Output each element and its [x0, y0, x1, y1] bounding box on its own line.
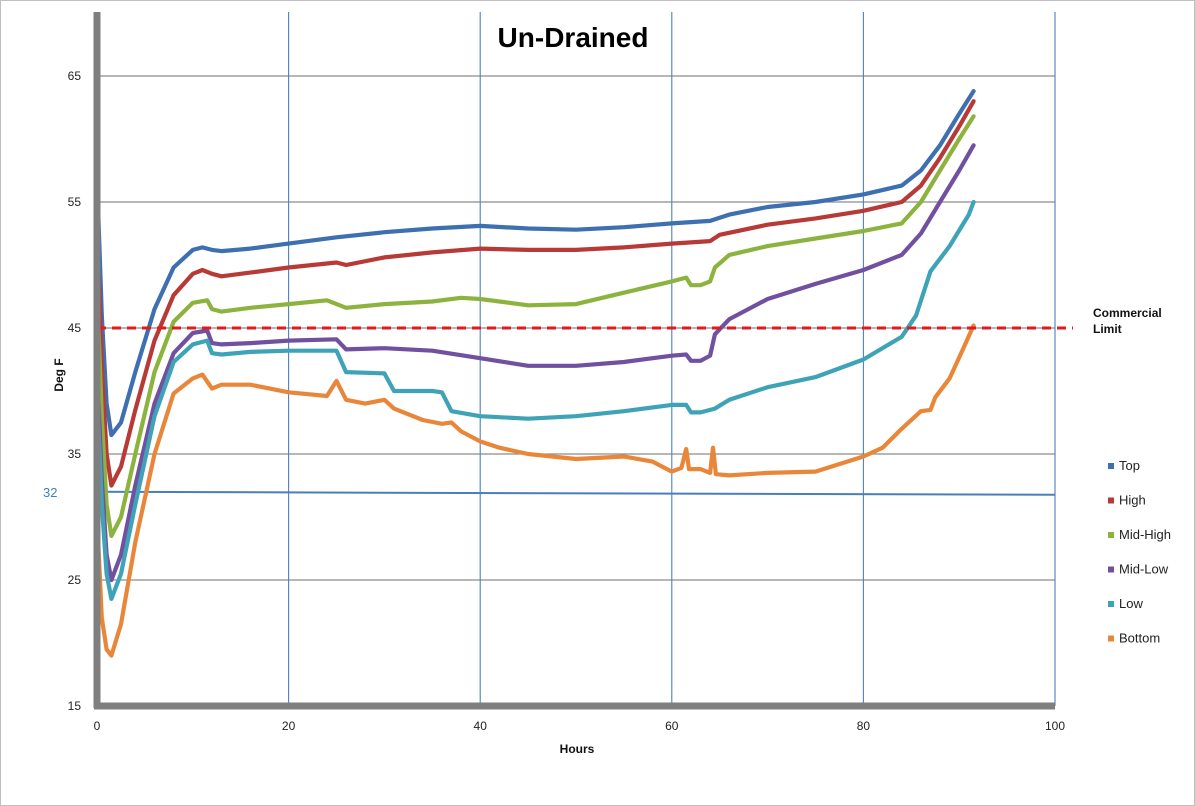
series-lines [94, 89, 1073, 658]
series-line-top [94, 89, 976, 438]
legend-label-mid-low: Mid-Low [1119, 562, 1169, 577]
y-tick-label: 35 [68, 447, 82, 461]
legend-label-bottom: Bottom [1119, 631, 1160, 646]
legend-marker-high [1108, 497, 1114, 504]
y-tick-label: 45 [68, 321, 82, 335]
series-line-bottom [94, 323, 976, 658]
y-axis-title: Deg F [52, 358, 66, 391]
commercial-limit-label-line1: Commercial [1093, 306, 1162, 320]
legend-marker-mid-high [1108, 532, 1114, 538]
legend-label-top: Top [1119, 458, 1140, 473]
series-line-low [94, 199, 976, 601]
x-tick-label: 40 [474, 719, 488, 733]
grid [97, 12, 1056, 706]
legend-marker-top [1108, 463, 1114, 469]
legend-marker-bottom [1108, 635, 1114, 642]
legend-label-low: Low [1119, 596, 1143, 611]
axes: 15 25 35 45 55 65 0 20 40 60 80 100 [68, 12, 1065, 733]
y-tick-label: 55 [68, 195, 82, 209]
series-line-mid-high [94, 114, 976, 538]
y-tick-label: 25 [68, 573, 82, 587]
x-tick-label: 100 [1045, 719, 1065, 733]
legend-label-mid-high: Mid-High [1119, 527, 1171, 542]
x-axis-title: Hours [560, 742, 595, 756]
legend-marker-mid-low [1108, 566, 1114, 573]
chart-title: Un-Drained [498, 22, 649, 53]
freezing-reference-line [96, 490, 1056, 496]
y-tick-label: 65 [68, 69, 82, 83]
freezing-line-label: 32 [43, 485, 57, 500]
series-line-high [94, 99, 976, 488]
x-tick-label: 0 [94, 719, 101, 733]
series-line-mid-low [94, 143, 976, 583]
legend: Top High Mid-High Mid-Low Low Bottom [1108, 458, 1171, 646]
x-tick-label: 80 [857, 719, 871, 733]
x-tick-label: 20 [282, 719, 296, 733]
y-tick-label: 15 [68, 699, 82, 713]
reference-lines [96, 490, 1056, 496]
legend-label-high: High [1119, 493, 1146, 508]
legend-marker-low [1108, 601, 1114, 607]
x-tick-label: 60 [665, 719, 679, 733]
commercial-limit-label-line2: Limit [1093, 322, 1122, 336]
